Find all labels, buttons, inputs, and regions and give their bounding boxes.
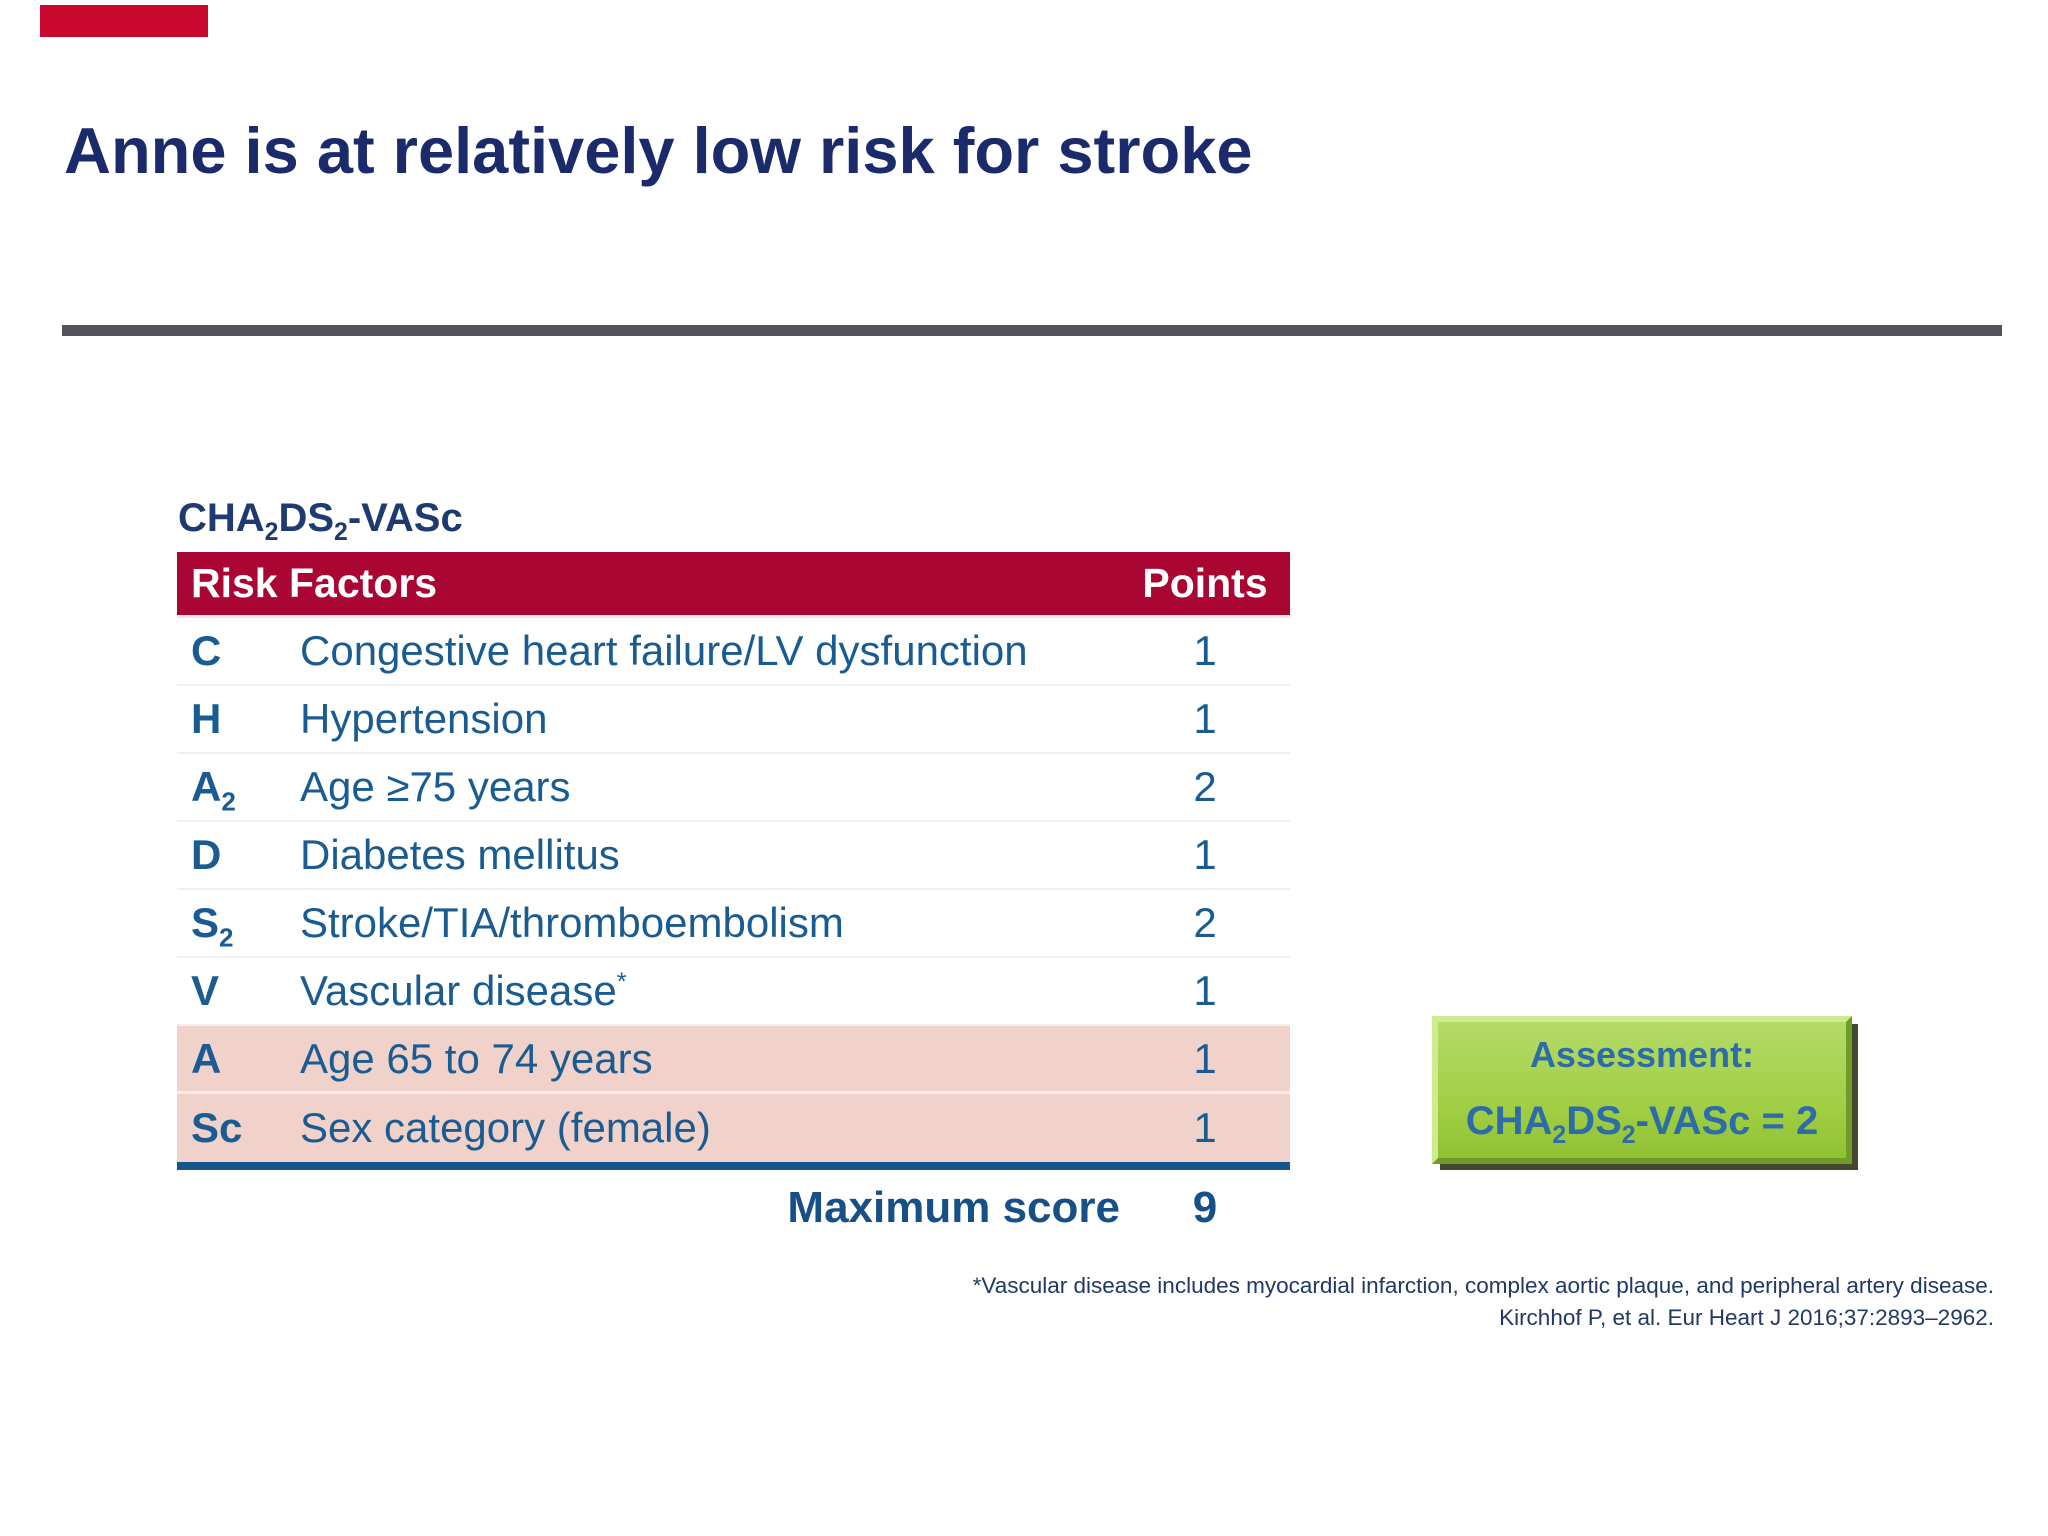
row-points: 1 bbox=[1193, 1034, 1217, 1082]
row-key: Sc bbox=[191, 1104, 243, 1151]
assessment-score-part: CHA bbox=[1465, 1099, 1553, 1143]
table-row: C Congestive heart failure/LV dysfunctio… bbox=[177, 618, 1290, 686]
col-header-points: Points bbox=[1142, 560, 1268, 606]
table-row: Sc Sex category (female) 1 bbox=[177, 1094, 1290, 1162]
row-points: 2 bbox=[1193, 899, 1217, 946]
row-points: 2 bbox=[1193, 763, 1217, 810]
row-points: 1 bbox=[1193, 831, 1217, 878]
row-label: Hypertension bbox=[300, 695, 548, 742]
footnotes: *Vascular disease includes myocardial in… bbox=[973, 1270, 1994, 1334]
table-row: A2 Age ≥75 years 2 bbox=[177, 754, 1290, 822]
row-label: Vascular disease* bbox=[300, 967, 627, 1014]
assessment-score-subscript: 2 bbox=[1552, 1122, 1567, 1149]
assessment-score: CHA2DS2-VASc = 2 bbox=[1444, 1099, 1840, 1148]
assessment-score-subscript: 2 bbox=[1621, 1122, 1636, 1149]
corner-accent-bar bbox=[40, 5, 208, 37]
assessment-score-part: -VASc = 2 bbox=[1635, 1099, 1819, 1143]
score-heading-subscript: 2 bbox=[334, 519, 348, 546]
footnote-vascular-disease: *Vascular disease includes myocardial in… bbox=[972, 1273, 1994, 1298]
risk-factor-table: Risk Factors Points C Congestive heart f… bbox=[177, 552, 1290, 1246]
score-heading-part: CHA bbox=[178, 496, 265, 540]
row-label: Stroke/TIA/thromboembolism bbox=[300, 899, 844, 946]
row-label: Sex category (female) bbox=[300, 1104, 711, 1151]
score-heading-part: -VASc bbox=[347, 496, 463, 540]
table-row: H Hypertension 1 bbox=[177, 686, 1290, 754]
assessment-heading: Assessment: bbox=[1529, 1034, 1755, 1075]
row-key: A bbox=[191, 1034, 222, 1082]
max-score-row: Maximum score 9 bbox=[177, 1170, 1290, 1246]
table-total-rule bbox=[177, 1162, 1290, 1170]
row-label: Age ≥75 years bbox=[300, 763, 571, 810]
assessment-score-part: DS bbox=[1566, 1099, 1622, 1143]
score-scale-heading: CHA2DS2-VASc bbox=[178, 496, 463, 545]
table-body: C Congestive heart failure/LV dysfunctio… bbox=[177, 618, 1290, 1162]
score-heading-subscript: 2 bbox=[264, 519, 279, 546]
row-key: H bbox=[191, 695, 222, 742]
row-key: V bbox=[191, 967, 220, 1014]
max-score-label: Maximum score bbox=[787, 1183, 1120, 1232]
table-header-row: Risk Factors Points bbox=[177, 552, 1290, 618]
title-divider bbox=[62, 325, 2002, 336]
page-title: Anne is at relatively low risk for strok… bbox=[64, 114, 1253, 187]
table-row: D Diabetes mellitus 1 bbox=[177, 822, 1290, 890]
score-heading-part: DS bbox=[278, 496, 335, 540]
row-points: 1 bbox=[1193, 1104, 1217, 1151]
row-label: Age 65 to 74 years bbox=[300, 1034, 653, 1082]
footnote-citation: Kirchhof P, et al. Eur Heart J 2016;37:2… bbox=[1499, 1305, 1994, 1330]
row-key: A2 bbox=[191, 763, 236, 817]
table-row: V Vascular disease* 1 bbox=[177, 958, 1290, 1026]
row-points: 1 bbox=[1193, 967, 1217, 1014]
row-label: Congestive heart failure/LV dysfunction bbox=[300, 627, 1028, 674]
max-score-value: 9 bbox=[1192, 1183, 1218, 1232]
table-row: S2 Stroke/TIA/thromboembolism 2 bbox=[177, 890, 1290, 958]
col-header-risk-factors: Risk Factors bbox=[191, 560, 438, 606]
row-points: 1 bbox=[1193, 627, 1217, 674]
row-key: C bbox=[191, 627, 222, 674]
table-row: A Age 65 to 74 years 1 bbox=[177, 1026, 1290, 1094]
row-points: 1 bbox=[1193, 695, 1217, 742]
assessment-box: Assessment: CHA2DS2-VASc = 2 bbox=[1432, 1016, 1852, 1164]
row-key: D bbox=[191, 831, 222, 878]
row-key: S2 bbox=[191, 899, 234, 953]
row-label: Diabetes mellitus bbox=[300, 831, 620, 878]
